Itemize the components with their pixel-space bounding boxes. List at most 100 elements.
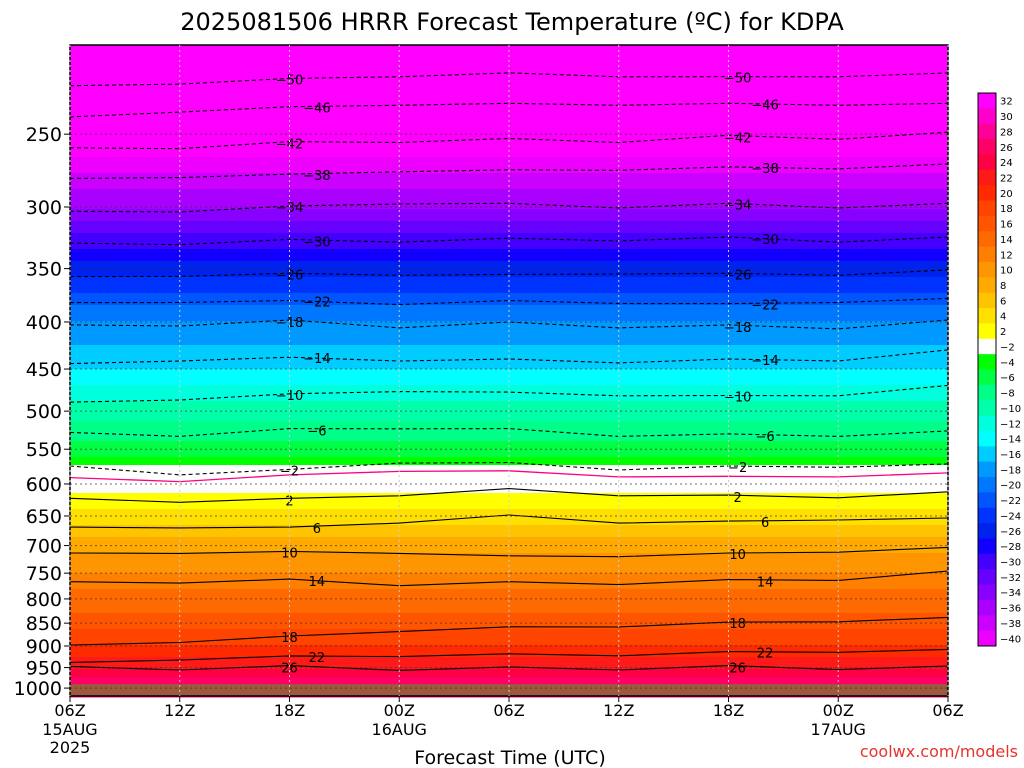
colorbar-swatch bbox=[978, 354, 996, 370]
contour-label: −34 bbox=[724, 198, 751, 213]
colorbar-swatch bbox=[978, 139, 996, 155]
temperature-band bbox=[70, 245, 948, 250]
temperature-band bbox=[70, 345, 948, 350]
contour-label: −6 bbox=[307, 425, 326, 440]
colorbar-swatch bbox=[978, 185, 996, 201]
temperature-band bbox=[70, 361, 948, 366]
temperature-band bbox=[70, 597, 948, 602]
temperature-band bbox=[70, 321, 948, 326]
temperature-band bbox=[70, 337, 948, 342]
colorbar-swatch bbox=[978, 553, 996, 570]
temperature-band bbox=[70, 677, 948, 682]
temperature-band bbox=[70, 237, 948, 242]
colorbar-swatch bbox=[978, 430, 996, 447]
colorbar-swatch bbox=[978, 507, 996, 524]
temperature-band bbox=[70, 437, 948, 442]
colorbar-label: −4 bbox=[1000, 358, 1015, 369]
temperature-band bbox=[70, 517, 948, 522]
temperature-band bbox=[70, 537, 948, 542]
x-date-label: 17AUG bbox=[811, 720, 866, 739]
colorbar-swatch bbox=[978, 261, 996, 278]
colorbar-swatch bbox=[978, 384, 996, 401]
contour-label: −38 bbox=[303, 169, 330, 184]
temperature-band bbox=[70, 141, 948, 146]
temperature-band bbox=[70, 445, 948, 450]
contour-label: −46 bbox=[303, 102, 330, 117]
contour-label: 10 bbox=[729, 548, 746, 563]
colorbar-label: −40 bbox=[1000, 634, 1021, 645]
colorbar-label: 8 bbox=[1000, 281, 1006, 292]
temperature-band bbox=[70, 485, 948, 490]
temperature-band bbox=[70, 681, 948, 686]
colorbar-swatch bbox=[978, 108, 996, 125]
colorbar-label: −30 bbox=[1000, 558, 1021, 569]
colorbar-swatch bbox=[978, 415, 996, 432]
temperature-band bbox=[70, 385, 948, 390]
contour-label: −14 bbox=[303, 352, 330, 367]
temperature-band bbox=[70, 377, 948, 382]
temperature-band bbox=[70, 125, 948, 130]
contour-label: 26 bbox=[729, 662, 746, 677]
temperature-band bbox=[70, 277, 948, 282]
temperature-band bbox=[70, 241, 948, 246]
temperature-band bbox=[70, 505, 948, 510]
temperature-band bbox=[70, 401, 948, 406]
contour-label: −46 bbox=[751, 98, 778, 113]
temperature-band bbox=[70, 581, 948, 586]
x-tick-label: 00Z bbox=[823, 701, 854, 720]
colorbar-label: 32 bbox=[1000, 97, 1013, 108]
temperature-band bbox=[70, 657, 948, 662]
colorbar-label: −16 bbox=[1000, 450, 1021, 461]
contour-label: −2 bbox=[728, 461, 747, 476]
colorbar-label: 24 bbox=[1000, 158, 1013, 169]
y-tick-label: 500 bbox=[26, 401, 62, 423]
colorbar-label: −24 bbox=[1000, 511, 1021, 522]
x-tick-label: 06Z bbox=[493, 701, 524, 720]
contour-line bbox=[69, 163, 949, 179]
temperature-band bbox=[70, 661, 948, 666]
temperature-band bbox=[70, 441, 948, 446]
temperature-band bbox=[70, 645, 948, 650]
y-tick-label: 950 bbox=[26, 658, 62, 680]
contour-label: −38 bbox=[751, 162, 778, 177]
temperature-band bbox=[70, 637, 948, 642]
temperature-band bbox=[70, 457, 948, 462]
contour-label: −22 bbox=[751, 299, 778, 314]
colorbar-swatch bbox=[978, 461, 996, 478]
contour-label: 22 bbox=[757, 647, 774, 662]
colorbar-swatch bbox=[978, 599, 996, 616]
temperature-band bbox=[70, 157, 948, 162]
contour-line bbox=[69, 488, 949, 503]
temperature-band bbox=[70, 481, 948, 486]
temperature-band bbox=[70, 265, 948, 270]
contour-label: 18 bbox=[281, 631, 298, 646]
y-tick-label: 750 bbox=[26, 563, 62, 585]
colorbar-swatch bbox=[978, 308, 996, 324]
contour-label: −14 bbox=[751, 354, 778, 369]
y-tick-label: 850 bbox=[26, 613, 62, 635]
temperature-band bbox=[70, 257, 948, 262]
contour-label: 10 bbox=[281, 546, 298, 561]
temperature-band bbox=[70, 501, 948, 506]
temperature-band bbox=[70, 381, 948, 386]
contour-label: −10 bbox=[724, 390, 751, 405]
colorbar-label: 26 bbox=[1000, 143, 1013, 154]
temperature-band bbox=[70, 105, 948, 110]
temperature-band bbox=[70, 565, 948, 570]
temperature-band bbox=[70, 561, 948, 566]
temperature-band bbox=[70, 577, 948, 582]
y-tick-label: 900 bbox=[26, 636, 62, 658]
colorbar-label: −14 bbox=[1000, 435, 1021, 446]
x-tick-label: 06Z bbox=[932, 701, 963, 720]
temperature-band bbox=[70, 217, 948, 222]
colorbar-swatch bbox=[978, 200, 996, 217]
chart-title: 2025081506 HRRR Forecast Temperature (ºC… bbox=[180, 8, 844, 36]
temperature-band bbox=[70, 641, 948, 646]
contour-line bbox=[69, 384, 949, 403]
colorbar-swatch bbox=[978, 477, 996, 493]
y-tick-label: 550 bbox=[26, 439, 62, 461]
temperature-band bbox=[70, 57, 948, 62]
temperature-band bbox=[70, 605, 948, 610]
temperature-band bbox=[70, 77, 948, 82]
